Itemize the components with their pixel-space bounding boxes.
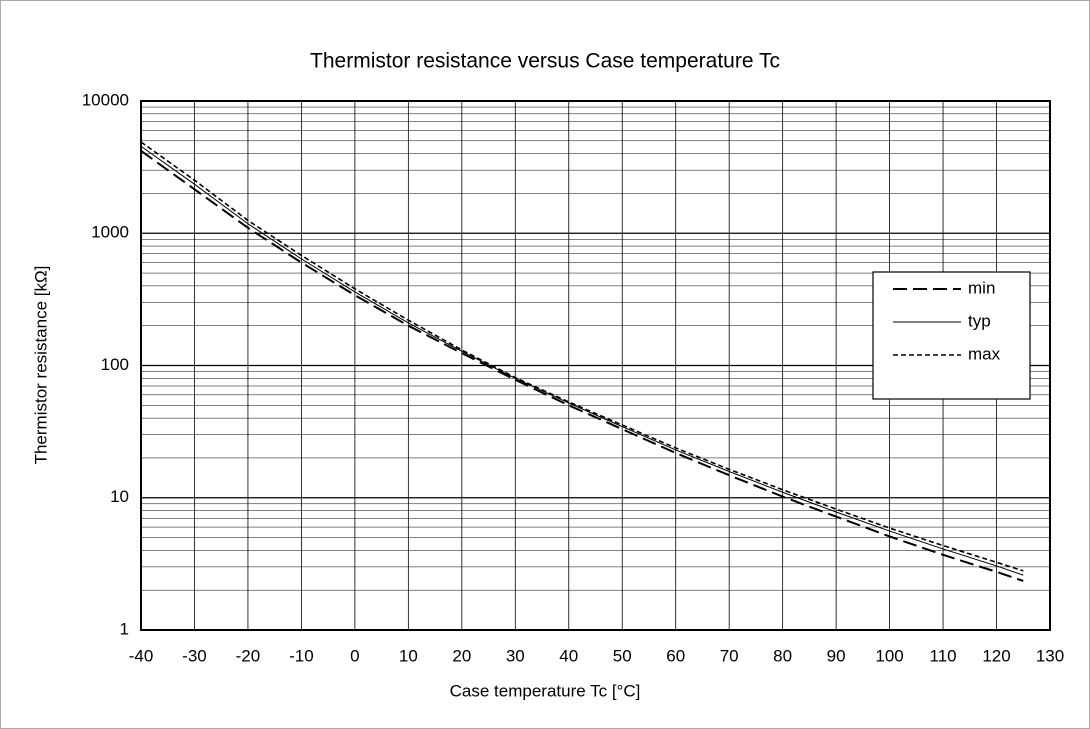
x-tick-label: 90 (827, 646, 846, 665)
x-tick-label: 0 (350, 646, 359, 665)
series-line (140, 141, 1024, 572)
x-tick-label: 120 (982, 646, 1010, 665)
x-tick-label: -30 (182, 646, 207, 665)
legend-label: max (968, 344, 1001, 363)
legend-label: typ (968, 311, 991, 330)
x-tick-label: 10 (399, 646, 418, 665)
x-tick-label: 100 (875, 646, 903, 665)
legend-box (872, 271, 1031, 400)
x-tick-label: 30 (506, 646, 525, 665)
x-axis-label: Case temperature Tc [°C] (450, 681, 641, 700)
x-tick-label: -20 (236, 646, 261, 665)
series-line (140, 150, 1024, 582)
x-tick-label: 40 (559, 646, 578, 665)
x-tick-label: 60 (666, 646, 685, 665)
x-tick-label: -40 (129, 646, 154, 665)
x-tick-label: 20 (452, 646, 471, 665)
x-tick-label: 130 (1036, 646, 1064, 665)
x-tick-label: 70 (720, 646, 739, 665)
x-tick-label: 50 (613, 646, 632, 665)
legend-label: min (968, 278, 995, 297)
x-tick-label: 80 (773, 646, 792, 665)
y-tick-label: 100 (101, 355, 129, 374)
series-line (140, 145, 1024, 576)
y-tick-label: 1 (120, 619, 129, 638)
plot-border (140, 100, 1051, 631)
x-tick-label: -10 (289, 646, 314, 665)
y-tick-label: 10000 (82, 90, 129, 109)
chart-title: Thermistor resistance versus Case temper… (310, 50, 780, 73)
y-tick-label: 10 (110, 487, 129, 506)
y-tick-label: 1000 (91, 223, 129, 242)
x-tick-label: 110 (930, 646, 957, 665)
y-axis-label: Thermistor resistance [kΩ] (31, 266, 50, 465)
